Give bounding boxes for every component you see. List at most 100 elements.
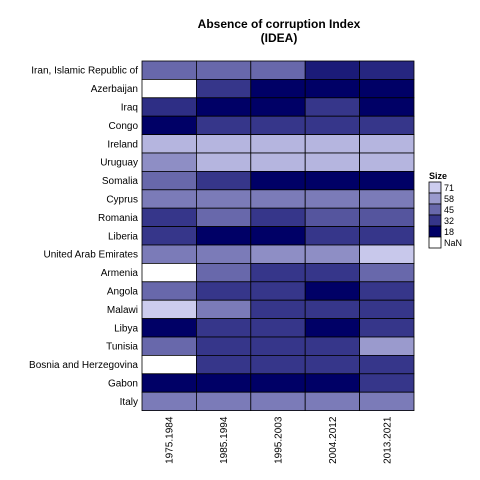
heatmap-cells [141, 60, 415, 412]
legend-swatch [428, 181, 442, 194]
heatmap-cell [304, 115, 361, 135]
column-label: 2004.2012 [328, 416, 339, 464]
legend-label: 58 [444, 194, 454, 204]
heatmap-cell [141, 79, 197, 99]
heatmap-cell [250, 318, 306, 338]
heatmap-cell [141, 60, 197, 80]
heatmap-cell [359, 226, 415, 246]
heatmap-cell [250, 60, 306, 80]
heatmap-cell [304, 226, 361, 246]
heatmap-cell [250, 262, 306, 283]
heatmap-cell [304, 189, 361, 209]
heatmap-cell [141, 299, 197, 320]
heatmap-cell [141, 318, 197, 338]
heatmap-cell [304, 170, 361, 191]
heatmap-cell [359, 318, 415, 338]
heatmap-cell [195, 244, 252, 264]
heatmap-cell [304, 262, 361, 283]
heatmap-cell [359, 207, 415, 227]
row-label: Somalia [102, 176, 139, 187]
heatmap-cell [359, 244, 415, 264]
heatmap-cell [195, 226, 252, 246]
row-label: Italy [120, 397, 138, 408]
heatmap-cell [359, 79, 415, 99]
heatmap-cell [250, 336, 306, 356]
heatmap-cell [250, 207, 306, 227]
heatmap-cell [304, 134, 361, 154]
heatmap-cell [141, 281, 197, 301]
heatmap-cell [195, 281, 252, 301]
heatmap-cell [359, 115, 415, 135]
heatmap-cell [141, 170, 197, 191]
row-label: Armenia [101, 268, 139, 279]
row-label: Iraq [121, 103, 138, 114]
heatmap-cell [195, 134, 252, 154]
legend-label: 32 [444, 216, 454, 226]
heatmap-cell [250, 115, 306, 135]
heatmap-cell [141, 97, 197, 117]
heatmap-cell [304, 60, 361, 80]
legend-swatch [428, 203, 442, 216]
heatmap-cell [195, 79, 252, 99]
heatmap-cell [304, 354, 361, 375]
heatmap-cell [195, 262, 252, 283]
heatmap-cell [141, 336, 197, 356]
legend-swatch [428, 214, 442, 227]
heatmap-cell [250, 152, 306, 172]
column-label: 1995.2003 [274, 416, 285, 464]
heatmap-cell [195, 189, 252, 209]
legend-swatch [428, 225, 442, 238]
heatmap-cell [141, 262, 197, 283]
row-label: Gabon [108, 379, 138, 390]
chart-subtitle: (IDEA) [261, 31, 298, 45]
row-label: Bosnia and Herzegovina [29, 360, 138, 371]
heatmap-cell [359, 189, 415, 209]
row-label: Liberia [108, 231, 138, 242]
heatmap-cell [359, 354, 415, 375]
heatmap-cell [304, 79, 361, 99]
legend-label: 45 [444, 205, 454, 215]
heatmap-cell [250, 170, 306, 191]
heatmap-cell [195, 336, 252, 356]
heatmap-cell [250, 354, 306, 375]
heatmap-cell [304, 336, 361, 356]
heatmap-cell [250, 97, 306, 117]
heatmap-cell [359, 281, 415, 301]
heatmap-cell [304, 207, 361, 227]
heatmap-cell [359, 262, 415, 283]
heatmap-cell [304, 244, 361, 264]
legend-swatch [428, 192, 442, 205]
legend-title: Size [429, 171, 447, 181]
heatmap-cell [359, 134, 415, 154]
heatmap-cell [195, 97, 252, 117]
row-label: Congo [109, 121, 139, 132]
heatmap-cell [195, 207, 252, 227]
chart-title: Absence of corruption Index [198, 17, 361, 31]
heatmap-cell [359, 97, 415, 117]
heatmap-cell [195, 170, 252, 191]
heatmap-cell [304, 318, 361, 338]
heatmap-cell [359, 299, 415, 320]
heatmap-cell [195, 299, 252, 320]
heatmap-cell [250, 373, 306, 393]
row-label: Romania [98, 213, 138, 224]
heatmap-cell [304, 391, 361, 412]
heatmap-cell [359, 152, 415, 172]
heatmap-cell [304, 152, 361, 172]
column-labels: 1975.1984 1985.1994 1995.2003 2004.2012 2013… [165, 416, 394, 464]
heatmap-cell [250, 244, 306, 264]
heatmap-cell [250, 226, 306, 246]
row-label: Azerbaijan [91, 84, 138, 95]
legend-label: 71 [444, 183, 454, 193]
heatmap-cell [195, 60, 252, 80]
heatmap-cell [141, 207, 197, 227]
heatmap-cell [141, 189, 197, 209]
row-label: United Arab Emirates [44, 250, 139, 261]
row-label: Ireland [107, 139, 138, 150]
row-label: Cyprus [106, 195, 138, 206]
heatmap-cell [359, 391, 415, 412]
column-label: 1975.1984 [165, 416, 176, 464]
heatmap-cell [141, 226, 197, 246]
